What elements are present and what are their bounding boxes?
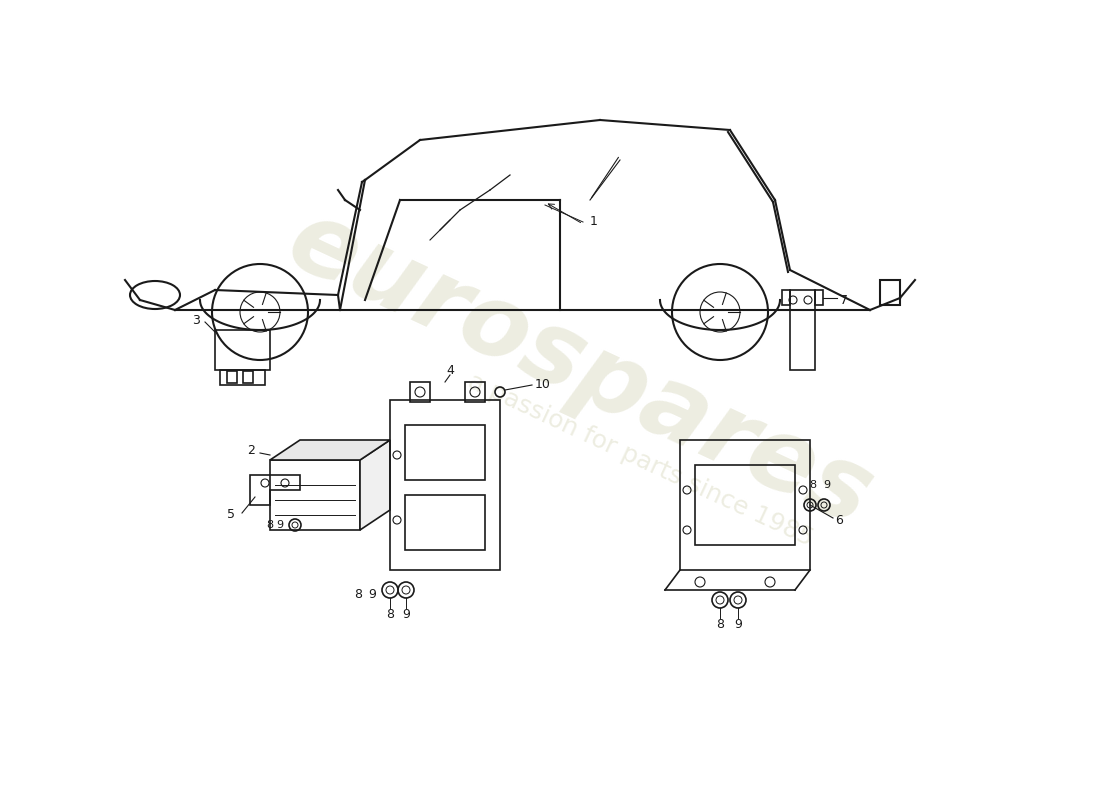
Bar bbox=[405, 425, 485, 480]
Text: 9: 9 bbox=[734, 618, 741, 631]
Text: 1: 1 bbox=[590, 215, 598, 228]
Bar bbox=[214, 330, 270, 370]
Text: 8: 8 bbox=[716, 618, 724, 631]
Text: 9: 9 bbox=[276, 520, 283, 530]
Bar bbox=[465, 382, 485, 402]
Text: eurospares: eurospares bbox=[273, 192, 888, 548]
Bar bbox=[782, 290, 790, 305]
Bar bbox=[405, 495, 485, 550]
Text: 9: 9 bbox=[368, 589, 376, 602]
Bar bbox=[790, 290, 815, 370]
Text: 8: 8 bbox=[266, 520, 273, 530]
Text: 4: 4 bbox=[447, 363, 454, 377]
Text: 9: 9 bbox=[403, 609, 410, 622]
Bar bbox=[680, 440, 810, 570]
Text: 9: 9 bbox=[824, 480, 830, 490]
Bar bbox=[270, 460, 360, 530]
Text: 6: 6 bbox=[835, 514, 843, 526]
Bar bbox=[227, 371, 236, 383]
Text: 2: 2 bbox=[248, 443, 255, 457]
Polygon shape bbox=[270, 440, 390, 460]
Bar bbox=[880, 280, 900, 305]
Text: 8: 8 bbox=[810, 480, 816, 490]
Bar bbox=[390, 400, 501, 570]
Bar bbox=[410, 382, 430, 402]
Polygon shape bbox=[360, 440, 390, 530]
Bar bbox=[695, 465, 795, 545]
Text: 10: 10 bbox=[535, 378, 551, 391]
Text: 5: 5 bbox=[227, 509, 235, 522]
Bar bbox=[220, 370, 265, 385]
Text: 8: 8 bbox=[386, 609, 394, 622]
Text: 7: 7 bbox=[840, 294, 848, 306]
Text: 8: 8 bbox=[354, 589, 362, 602]
Text: 3: 3 bbox=[192, 314, 200, 326]
Bar bbox=[815, 290, 823, 305]
Text: a passion for parts since 1985: a passion for parts since 1985 bbox=[463, 369, 816, 551]
Bar bbox=[243, 371, 253, 383]
